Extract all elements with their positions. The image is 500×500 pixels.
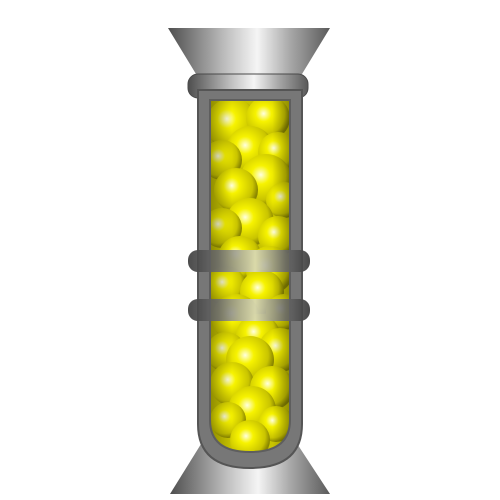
lower-band	[188, 299, 310, 321]
tube-liquid	[202, 95, 302, 460]
upper-band	[188, 250, 310, 272]
top-funnel	[168, 28, 330, 74]
